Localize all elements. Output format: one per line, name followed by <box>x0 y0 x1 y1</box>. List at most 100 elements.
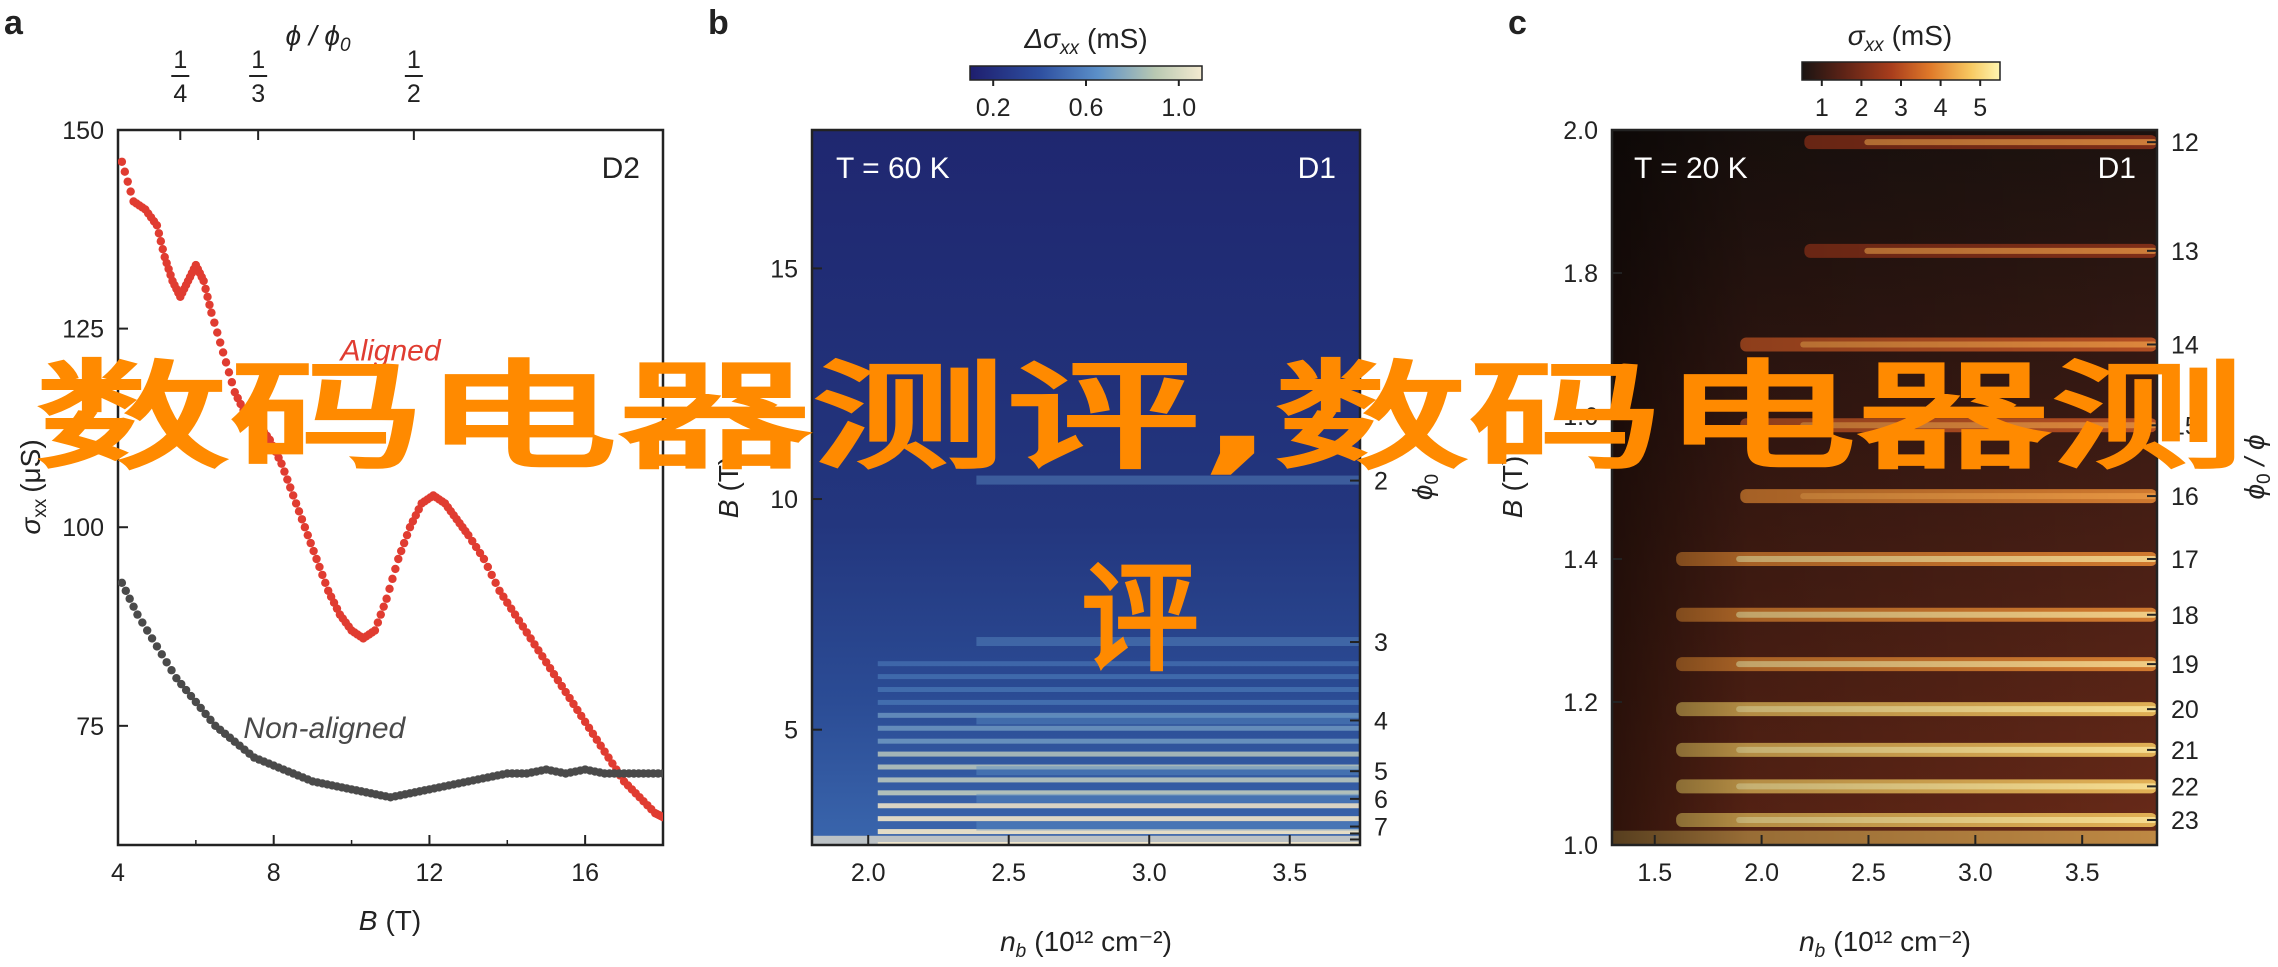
panel-c-y-tick-label: 2.0 <box>1563 117 1598 145</box>
panel-a-y-tick-label: 100 <box>62 514 104 542</box>
panel-a-data-point <box>487 570 496 580</box>
panel-a-data-point <box>199 276 208 286</box>
panel-b-stripe <box>877 829 1360 835</box>
panel-b-right-tick-label: 7 <box>1374 814 1388 842</box>
panel-a-data-point <box>191 697 201 707</box>
panel-b-right-tick-label: 6 <box>1374 786 1388 814</box>
panel-c-x-tick-label: 3.0 <box>1958 859 1993 887</box>
panel-a-data-point <box>121 586 130 595</box>
panel-a-data-point <box>201 284 210 294</box>
panel-a-data-point <box>318 570 327 580</box>
panel-a-data-point <box>152 642 162 651</box>
panel-c-x-ticks: 1.5 2.0 2.5 3.0 3.5 <box>1637 835 2100 887</box>
panel-a-frame <box>116 128 665 847</box>
panel-a-data-point <box>402 530 412 540</box>
panel-c-colorbar <box>1801 61 2001 81</box>
panel-a-x-tick-label: 8 <box>267 859 281 887</box>
panel-b-right-tick-label: 3 <box>1374 629 1388 657</box>
panel-a-data-point <box>218 348 228 357</box>
panel-a-data-point <box>561 687 570 697</box>
panel-a-data-point <box>172 673 181 683</box>
panel-a-data-point <box>542 658 551 667</box>
panel-a-data-point <box>133 610 142 619</box>
panel-a-data-point <box>573 705 582 715</box>
panel-a-data-point <box>514 616 524 625</box>
panel-a-x-ticks: 4 8 12 16 <box>111 835 664 887</box>
panel-a-data-point <box>156 237 166 246</box>
panel-a-data-point <box>210 318 219 327</box>
panel-a-top-tick-num: 1 <box>251 46 265 74</box>
panel-b-stripe <box>877 816 1360 822</box>
panel-a-data-point <box>557 681 566 691</box>
panel-a-y-label: σxx(μS) <box>15 439 51 534</box>
panel-b-stripes <box>812 475 1360 845</box>
panel-c-x-tick-label: 1.5 <box>1637 859 1672 887</box>
panel-a-series <box>118 157 663 822</box>
panel-c-right-tick-label: 15 <box>2171 412 2199 440</box>
panel-b-stripe <box>976 766 1360 776</box>
panel-a-data-point <box>510 610 520 619</box>
panel-a-data-point <box>506 604 516 613</box>
panel-c-right-tick-label: 19 <box>2171 651 2199 679</box>
panel-a-data-point <box>123 177 132 186</box>
panel-a-data-point <box>388 574 397 584</box>
panel-a-data-point <box>118 157 127 166</box>
panel-a-data-point <box>499 592 508 601</box>
panel-c-x-tick-label: 2.0 <box>1744 859 1779 887</box>
panel-b-stripe <box>812 835 1360 845</box>
panel-a-data-point <box>530 640 539 649</box>
panel-a-data-point <box>584 723 594 733</box>
panel-b-letter: b <box>708 4 729 42</box>
panel-b-y-tick-label: 5 <box>784 717 798 745</box>
panel-a-top-tick-num: 1 <box>407 46 421 74</box>
panel-a-data-point <box>382 594 391 603</box>
panel-a-data-point <box>604 753 613 762</box>
panel-a-data-point <box>203 292 212 302</box>
panel-a-data-point <box>288 491 298 500</box>
panel-b-stripe <box>877 751 1360 757</box>
panel-a-data-point <box>118 578 127 588</box>
panel-b-stripe <box>976 821 1360 831</box>
panel-c-temperature-label: T = 20 K <box>1634 152 1748 185</box>
panel-a-data-point <box>577 711 586 721</box>
panel-a-data-point <box>569 699 578 709</box>
panel-a-data-point <box>600 747 609 756</box>
panel-a-data-point <box>291 499 301 508</box>
panel-c-right-tick-label: 13 <box>2171 238 2199 266</box>
panel-a-data-point <box>303 530 312 540</box>
panel-b-stripe <box>877 687 1360 693</box>
panel-a-y-tick-label: 75 <box>76 713 104 741</box>
panel-b-stripe <box>976 475 1360 485</box>
panel-c-colorbar-tick-label: 1 <box>1815 94 1829 122</box>
panel-a-x-tick-label: 16 <box>571 859 599 887</box>
panel-c-colorbar-tick-label: 2 <box>1854 94 1868 122</box>
panel-a-data-point <box>280 467 289 476</box>
panel-a-data-point <box>315 562 324 572</box>
panel-a-data-point <box>277 459 286 468</box>
panel-b: b Δσxx (mS) 0.2 0.6 1.0 2.0 2.5 3.0 3.5 51015 … <box>708 4 1443 962</box>
panel-b-y-tick-label: 15 <box>770 255 798 283</box>
panel-a-data-point <box>300 523 310 532</box>
panel-b-y-tick-label: 10 <box>770 486 798 514</box>
panel-b-heatmap-bg <box>812 130 1360 845</box>
panel-a-data-point <box>658 812 663 822</box>
panel-a-data-point <box>309 546 318 556</box>
panel-a-annotation: Aligned <box>338 334 441 367</box>
panel-a-data-point <box>312 554 321 564</box>
panel-b-colorbar-title: Δσxx (mS) <box>1023 23 1147 59</box>
panel-b-right-axis-label: ϕ0 <box>1407 474 1443 500</box>
panel-a-data-point <box>545 664 555 673</box>
panel-a-data-point <box>162 658 171 667</box>
panel-a-data-point <box>549 669 559 679</box>
panel-a-data-point <box>370 626 380 635</box>
panel-a-data-point <box>658 769 663 778</box>
panel-a-data-point <box>518 622 528 631</box>
panel-c-y-tick-label: 1.0 <box>1563 832 1598 860</box>
panel-a-data-point <box>495 586 504 595</box>
panel-b-colorbar <box>969 65 1203 81</box>
panel-a-data-point <box>206 715 215 725</box>
panel-b-right-tick-label: 2 <box>1374 468 1388 496</box>
panel-a-data-point <box>526 634 535 643</box>
